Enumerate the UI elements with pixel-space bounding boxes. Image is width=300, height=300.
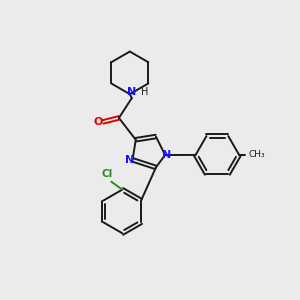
Text: Cl: Cl bbox=[102, 169, 113, 179]
Text: N: N bbox=[127, 87, 136, 97]
Text: CH₃: CH₃ bbox=[248, 151, 265, 160]
Text: O: O bbox=[93, 117, 103, 127]
Text: N: N bbox=[125, 155, 134, 165]
Text: N: N bbox=[162, 150, 172, 160]
Text: H: H bbox=[141, 87, 148, 97]
